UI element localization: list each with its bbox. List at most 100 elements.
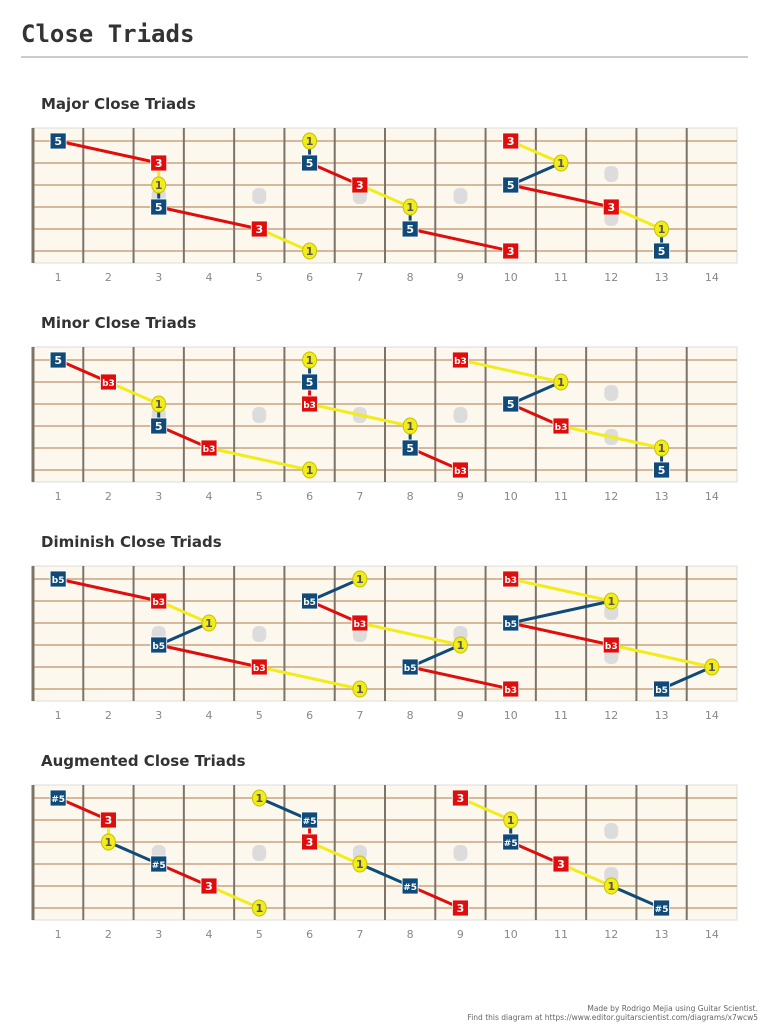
- note-label: 5: [406, 442, 414, 455]
- fifth-note-marker: [49, 570, 67, 588]
- credit-text: Made by Rodrigo Mejia using Guitar Scien…: [587, 1004, 758, 1013]
- interval-line: [57, 577, 160, 603]
- interval-line: [510, 577, 612, 603]
- note-label: 1: [406, 420, 414, 433]
- note-label: b3: [152, 598, 165, 608]
- interval-line: [510, 621, 612, 647]
- note-label: b5: [152, 642, 165, 652]
- fifth-note-marker: [401, 658, 419, 676]
- fifth-note-marker: [502, 176, 520, 194]
- note-label: 3: [507, 245, 515, 258]
- fret-number: 6: [306, 490, 313, 503]
- note-label: b3: [504, 576, 517, 586]
- fret-number: 9: [457, 271, 464, 284]
- note-label: 1: [356, 683, 364, 696]
- interval-line: [57, 139, 160, 165]
- fret-number: 1: [55, 928, 62, 941]
- note-label: 1: [708, 661, 716, 674]
- fret-number: 2: [105, 271, 112, 284]
- root-note-marker: [302, 461, 318, 479]
- third-note-marker: [502, 132, 520, 150]
- interval-line: [359, 621, 461, 647]
- third-note-marker: [552, 855, 570, 873]
- third-note-marker: [552, 417, 570, 435]
- third-note-marker: [502, 242, 520, 260]
- diagram-title: Minor Close Triads: [41, 314, 197, 332]
- inlay-marker: [453, 845, 468, 861]
- third-note-marker: [452, 789, 469, 807]
- fret-number: 1: [55, 271, 62, 284]
- root-note-marker: [151, 395, 167, 413]
- fret-number: 3: [155, 490, 162, 503]
- fret-number: 13: [655, 490, 669, 503]
- fifth-note-marker: [653, 242, 670, 260]
- inlay-marker: [252, 845, 267, 861]
- root-note-marker: [302, 351, 318, 369]
- fret-number: 1: [55, 709, 62, 722]
- third-note-marker: [602, 636, 620, 654]
- third-note-marker: [200, 877, 218, 895]
- fret-number: 8: [407, 490, 414, 503]
- note-label: 1: [607, 595, 615, 608]
- third-note-marker: [100, 811, 117, 829]
- fretboard: 1 2 3 4 5 6 7 8 9 10 11 12 13 145b315b3115b315b3b315b…: [31, 346, 738, 503]
- interval-line: [510, 183, 612, 209]
- note-label: 5: [658, 245, 666, 258]
- note-label: b5: [504, 620, 517, 630]
- third-note-marker: [452, 351, 469, 369]
- interval-line: [158, 205, 260, 231]
- third-note-marker: [250, 220, 268, 238]
- note-label: 1: [457, 639, 465, 652]
- fret-number: 5: [256, 490, 263, 503]
- fret-number: 9: [457, 709, 464, 722]
- note-label: 1: [255, 792, 263, 805]
- note-label: 1: [658, 223, 666, 236]
- note-label: 1: [356, 858, 364, 871]
- interval-line: [510, 599, 612, 625]
- fret-number: 4: [206, 709, 213, 722]
- fret-number: 9: [457, 928, 464, 941]
- interval-line: [460, 358, 562, 384]
- fret-number: 12: [604, 271, 618, 284]
- fifth-note-marker: [301, 154, 318, 172]
- fret-number: 13: [655, 928, 669, 941]
- interval-line: [409, 227, 512, 253]
- diagram-link[interactable]: Find this diagram at https://www.editor.…: [467, 1013, 758, 1022]
- note-label: 1: [607, 880, 615, 893]
- note-label: 5: [54, 135, 62, 148]
- fret-number: 14: [705, 928, 719, 941]
- interval-line: [309, 402, 411, 428]
- third-note-marker: [602, 198, 620, 216]
- note-label: 3: [356, 179, 364, 192]
- fret-number: 14: [705, 709, 719, 722]
- fret-number: 11: [554, 490, 568, 503]
- fret-number: 6: [306, 271, 313, 284]
- note-label: 3: [306, 836, 314, 849]
- note-label: 5: [507, 179, 515, 192]
- interval-line: [409, 665, 512, 691]
- fret-number: 5: [256, 709, 263, 722]
- note-label: 3: [557, 858, 565, 871]
- note-label: b3: [454, 357, 467, 367]
- fret-number: 4: [206, 928, 213, 941]
- fret-number: 8: [407, 928, 414, 941]
- root-note-marker: [553, 373, 569, 391]
- root-note-marker: [251, 899, 267, 917]
- fret-number: 10: [504, 709, 518, 722]
- third-note-marker: [502, 570, 520, 588]
- note-label: 1: [356, 573, 364, 586]
- fret-number: 2: [105, 490, 112, 503]
- fret-number: 7: [356, 928, 363, 941]
- fifth-note-marker: [49, 351, 67, 369]
- root-note-marker: [251, 789, 267, 807]
- fretboard: 1 2 3 4 5 6 7 8 9 10 11 12 13 14#531#5311#531#5331#53…: [31, 784, 738, 941]
- third-note-marker: [150, 154, 168, 172]
- inlay-marker: [252, 188, 267, 204]
- title-divider: [21, 56, 748, 58]
- root-note-marker: [151, 176, 167, 194]
- root-note-marker: [704, 658, 720, 676]
- fifth-note-marker: [401, 439, 419, 457]
- note-label: b3: [605, 642, 618, 652]
- fret-number: 1: [55, 490, 62, 503]
